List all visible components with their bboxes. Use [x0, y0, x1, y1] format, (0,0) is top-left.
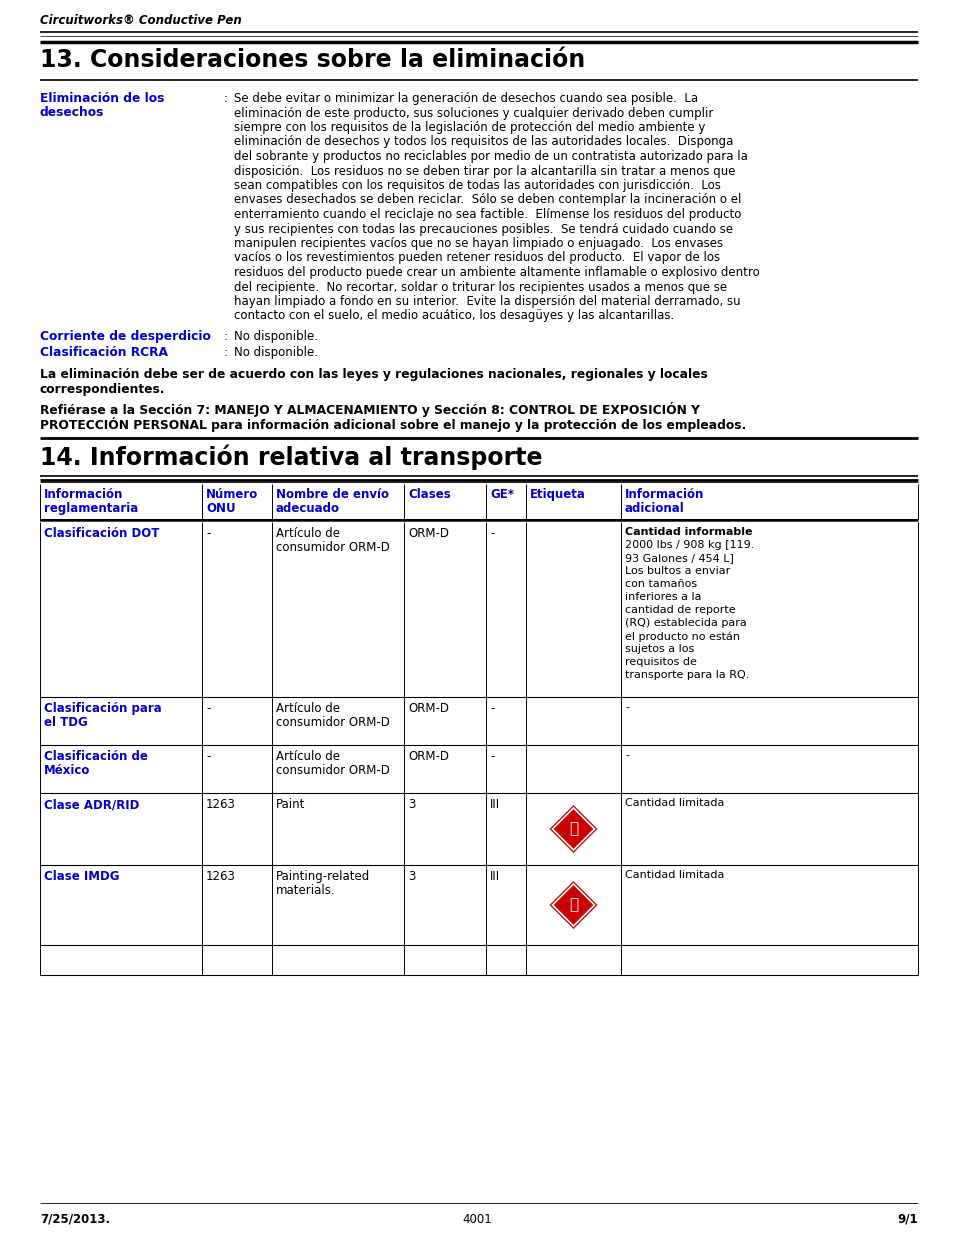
Text: disposición.  Los residuos no se deben tirar por la alcantarilla sin tratar a me: disposición. Los residuos no se deben ti… — [233, 164, 735, 178]
Text: Clase IMDG: Clase IMDG — [44, 869, 119, 883]
Text: desechos: desechos — [40, 106, 104, 119]
Text: eliminación de este producto, sus soluciones y cualquier derivado deben cumplir: eliminación de este producto, sus soluci… — [233, 106, 713, 120]
Text: materials.: materials. — [275, 884, 335, 897]
Text: -: - — [490, 750, 494, 763]
Text: 3: 3 — [408, 869, 415, 883]
Text: y sus recipientes con todas las precauciones posibles.  Se tendrá cuidado cuando: y sus recipientes con todas las precauci… — [233, 222, 732, 236]
Text: -: - — [624, 750, 628, 760]
Text: Cantidad limitada: Cantidad limitada — [624, 869, 723, 881]
Text: cantidad de reporte: cantidad de reporte — [624, 605, 735, 615]
Text: contacto con el suelo, el medio acuático, los desagüyes y las alcantarillas.: contacto con el suelo, el medio acuático… — [233, 310, 674, 322]
Text: consumidor ORM-D: consumidor ORM-D — [275, 716, 390, 729]
Text: 93 Galones / 454 L]: 93 Galones / 454 L] — [624, 553, 733, 563]
Text: ORM-D: ORM-D — [408, 701, 449, 715]
Text: con tamaños: con tamaños — [624, 579, 697, 589]
Text: del sobrante y productos no reciclables por medio de un contratista autorizado p: del sobrante y productos no reciclables … — [233, 149, 747, 163]
Text: manipulen recipientes vacíos que no se hayan limpiado o enjuagado.  Los envases: manipulen recipientes vacíos que no se h… — [233, 237, 722, 249]
Text: Clase ADR/RID: Clase ADR/RID — [44, 798, 139, 811]
Text: -: - — [490, 701, 494, 715]
Text: La eliminación debe ser de acuerdo con las leyes y regulaciones nacionales, regi: La eliminación debe ser de acuerdo con l… — [40, 368, 707, 382]
Text: consumidor ORM-D: consumidor ORM-D — [275, 541, 390, 555]
Text: III: III — [490, 869, 499, 883]
Text: eliminación de desechos y todos los requisitos de las autoridades locales.  Disp: eliminación de desechos y todos los requ… — [233, 136, 733, 148]
Text: Artículo de: Artículo de — [275, 701, 339, 715]
Text: -: - — [206, 701, 211, 715]
Text: Se debe evitar o minimizar la generación de desechos cuando sea posible.  La: Se debe evitar o minimizar la generación… — [233, 91, 698, 105]
Text: 1263: 1263 — [206, 869, 235, 883]
Text: reglamentaria: reglamentaria — [44, 501, 138, 515]
Text: México: México — [44, 764, 91, 777]
Text: :: : — [224, 91, 228, 105]
Text: requisitos de: requisitos de — [624, 657, 696, 667]
Text: Clasificación DOT: Clasificación DOT — [44, 527, 159, 540]
Text: el producto no están: el producto no están — [624, 631, 740, 641]
Text: Información: Información — [624, 488, 703, 501]
Text: envases desechados se deben reciclar.  Sólo se deben contemplar la incineración : envases desechados se deben reciclar. Só… — [233, 194, 740, 206]
Text: Cantidad limitada: Cantidad limitada — [624, 798, 723, 808]
Text: -: - — [624, 701, 628, 713]
Polygon shape — [549, 881, 597, 929]
Text: 14. Información relativa al transporte: 14. Información relativa al transporte — [40, 445, 542, 469]
Text: 2000 lbs / 908 kg [119.: 2000 lbs / 908 kg [119. — [624, 540, 754, 550]
Text: No disponible.: No disponible. — [233, 346, 317, 359]
Text: Artículo de: Artículo de — [275, 527, 339, 540]
Text: Painting-related: Painting-related — [275, 869, 370, 883]
Text: ONU: ONU — [206, 501, 235, 515]
Text: III: III — [490, 798, 499, 811]
Text: adecuado: adecuado — [275, 501, 339, 515]
Text: siempre con los requisitos de la legislación de protección del medio ambiente y: siempre con los requisitos de la legisla… — [233, 121, 704, 135]
Text: 🔥: 🔥 — [568, 821, 578, 836]
Text: inferiores a la: inferiores a la — [624, 592, 700, 601]
Text: (RQ) establecida para: (RQ) establecida para — [624, 618, 746, 629]
Text: Número: Número — [206, 488, 258, 501]
Text: :: : — [224, 330, 228, 343]
Text: Artículo de: Artículo de — [275, 750, 339, 763]
Text: Clasificación RCRA: Clasificación RCRA — [40, 346, 168, 359]
Text: Nombre de envío: Nombre de envío — [275, 488, 389, 501]
Polygon shape — [549, 805, 597, 853]
Text: transporte para la RQ.: transporte para la RQ. — [624, 671, 749, 680]
Text: -: - — [206, 750, 211, 763]
Text: vacíos o los revestimientos pueden retener residuos del producto.  El vapor de l: vacíos o los revestimientos pueden reten… — [233, 252, 720, 264]
Text: ORM-D: ORM-D — [408, 527, 449, 540]
Text: GE*: GE* — [490, 488, 514, 501]
Text: 4001: 4001 — [461, 1213, 492, 1226]
Text: -: - — [206, 527, 211, 540]
Text: Los bultos a enviar: Los bultos a enviar — [624, 566, 729, 576]
Text: hayan limpiado a fondo en su interior.  Evite la dispersión del material derrama: hayan limpiado a fondo en su interior. E… — [233, 295, 740, 308]
Text: enterramiento cuando el reciclaje no sea factible.  Elímense los residuos del pr: enterramiento cuando el reciclaje no sea… — [233, 207, 740, 221]
Text: correspondientes.: correspondientes. — [40, 383, 165, 396]
Text: Refiérase a la Sección 7: MANEJO Y ALMACENAMIENTO y Sección 8: CONTROL DE EXPOSI: Refiérase a la Sección 7: MANEJO Y ALMAC… — [40, 403, 700, 417]
Text: del recipiente.  No recortar, soldar o triturar los recipientes usados a menos q: del recipiente. No recortar, soldar o tr… — [233, 280, 726, 294]
Text: Corriente de desperdicio: Corriente de desperdicio — [40, 330, 211, 343]
Text: residuos del producto puede crear un ambiente altamente inflamable o explosivo d: residuos del producto puede crear un amb… — [233, 266, 759, 279]
Text: Clasificación para: Clasificación para — [44, 701, 162, 715]
Text: 🔥: 🔥 — [568, 898, 578, 913]
Text: 3: 3 — [408, 798, 415, 811]
Text: -: - — [490, 527, 494, 540]
Text: adicional: adicional — [624, 501, 684, 515]
Text: sujetos a los: sujetos a los — [624, 643, 694, 655]
Text: Eliminación de los: Eliminación de los — [40, 91, 164, 105]
Text: Información: Información — [44, 488, 123, 501]
Text: 7/25/2013.: 7/25/2013. — [40, 1213, 110, 1226]
Text: PROTECCIÓN PERSONAL para información adicional sobre el manejo y la protección d: PROTECCIÓN PERSONAL para información adi… — [40, 417, 745, 432]
Text: 9/1: 9/1 — [897, 1213, 917, 1226]
Text: el TDG: el TDG — [44, 716, 88, 729]
Text: 13. Consideraciones sobre la eliminación: 13. Consideraciones sobre la eliminación — [40, 48, 584, 72]
Text: ORM-D: ORM-D — [408, 750, 449, 763]
Text: :: : — [224, 346, 228, 359]
Text: sean compatibles con los requisitos de todas las autoridades con jurisdicción.  : sean compatibles con los requisitos de t… — [233, 179, 720, 191]
Text: Circuitworks® Conductive Pen: Circuitworks® Conductive Pen — [40, 14, 241, 27]
Text: 1263: 1263 — [206, 798, 235, 811]
Text: consumidor ORM-D: consumidor ORM-D — [275, 764, 390, 777]
Text: Paint: Paint — [275, 798, 305, 811]
Text: No disponible.: No disponible. — [233, 330, 317, 343]
Text: Clasificación de: Clasificación de — [44, 750, 148, 763]
Text: Etiqueta: Etiqueta — [530, 488, 585, 501]
Text: Cantidad informable: Cantidad informable — [624, 527, 752, 537]
Text: Clases: Clases — [408, 488, 450, 501]
